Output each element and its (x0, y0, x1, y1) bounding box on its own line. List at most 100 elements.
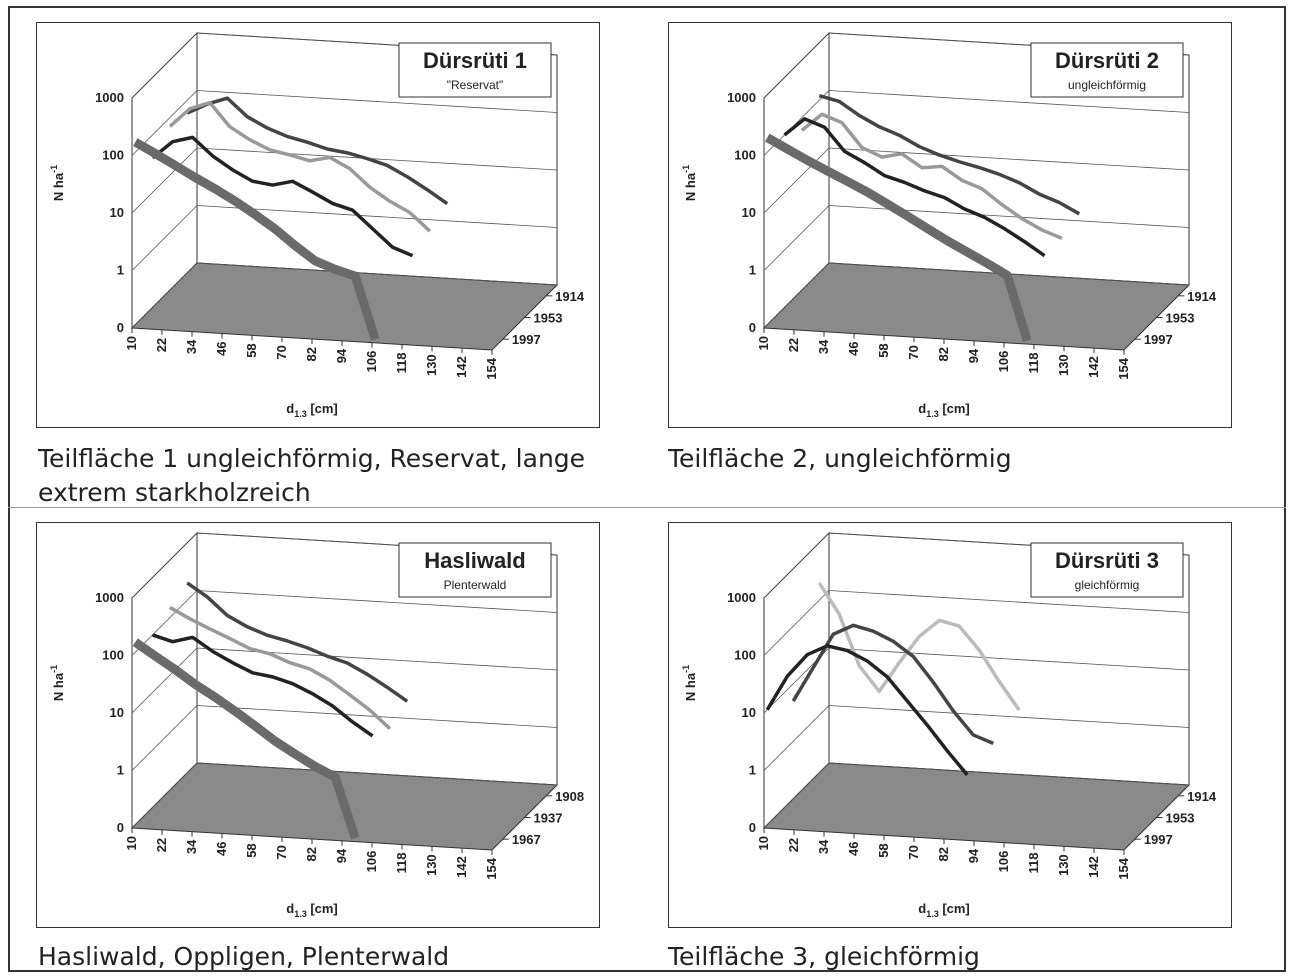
x-tick-label: 82 (936, 847, 951, 861)
x-tick-label: 46 (214, 842, 229, 856)
z-tick-label: 1937 (534, 811, 563, 826)
chart-panel: 0 1 10 100 1000 10 22 34 46 58 70 82 94 106 118 130 142 1… (36, 522, 600, 928)
chart-title: Dürsrüti 1 (423, 48, 527, 73)
z-tick-label: 1997 (1144, 832, 1173, 847)
y-axis-label: N ha-1 (49, 665, 66, 701)
grid-line (131, 647, 558, 714)
x-tick-label: 22 (786, 838, 801, 852)
grid-line (763, 590, 1190, 656)
x-label-unit: [cm] (307, 901, 338, 916)
x-tick-label: 22 (154, 838, 169, 852)
x-label-main: d (918, 901, 926, 916)
y-label-sup: -1 (681, 165, 691, 173)
x-tick-label: 10 (124, 336, 139, 350)
x-axis-label: d1.3 [cm] (286, 401, 338, 419)
grid-line (763, 147, 1190, 214)
x-label-main: d (286, 401, 294, 416)
x-tick-label: 154 (484, 357, 499, 379)
chart-subtitle: "Reservat" (447, 78, 504, 92)
x-tick-label: 106 (364, 851, 379, 873)
x-tick-label: 142 (1086, 856, 1101, 878)
grid-line (131, 90, 558, 156)
title-box (1030, 542, 1184, 598)
x-tick-label: 154 (1116, 357, 1131, 379)
caption: Teilfläche 2, ungleichförmig (668, 444, 1012, 473)
y-tick-label: 10 (742, 705, 756, 720)
x-tick-label: 34 (184, 839, 199, 854)
grid-line (131, 705, 558, 771)
x-tick-label: 118 (1026, 853, 1041, 874)
x-label-main: d (286, 901, 294, 916)
x-tick-label: 130 (424, 354, 439, 376)
x-tick-label: 70 (274, 345, 289, 359)
x-tick-label: 142 (1086, 356, 1101, 378)
chart: 0 1 10 100 1000 10 22 34 46 58 70 82 94 106 118 130 142 1… (49, 31, 585, 419)
frame (8, 6, 1286, 972)
x-tick-label: 34 (816, 339, 831, 354)
x-tick-label: 94 (334, 848, 349, 863)
x-tick-label: 22 (154, 338, 169, 352)
y-tick-label: 1 (117, 263, 124, 278)
x-label-unit: [cm] (939, 401, 970, 416)
y-axis-label: N ha-1 (49, 165, 66, 201)
chart-panel: 0 1 10 100 1000 10 22 34 46 58 70 82 94 106 118 130 142 1… (668, 522, 1232, 928)
y-tick-label: 100 (734, 648, 756, 663)
x-tick-label: 70 (274, 845, 289, 859)
series-line (168, 100, 432, 233)
grid-line (763, 262, 1190, 329)
x-label-sub: 1.3 (926, 409, 939, 419)
x-tick-label: 142 (454, 856, 469, 878)
grid-line (131, 762, 558, 829)
z-tick-label: 1953 (1166, 811, 1195, 826)
y-axis-label: N ha-1 (681, 665, 698, 701)
x-label-sub: 1.3 (294, 909, 307, 919)
x-tick-label: 82 (304, 347, 319, 361)
y-tick-label: 10 (110, 705, 124, 720)
y-tick-label: 100 (102, 148, 124, 163)
x-axis-label: d1.3 [cm] (918, 901, 970, 919)
grid-line (763, 762, 1190, 829)
y-label-sup: -1 (49, 665, 59, 673)
grid-line (131, 262, 558, 329)
x-axis-label: d1.3 [cm] (286, 901, 338, 919)
x-label-sub: 1.3 (926, 909, 939, 919)
z-tick-label: 1914 (1187, 789, 1217, 804)
y-tick-label: 10 (742, 205, 756, 220)
caption: Teilfläche 1 ungleichförmig, Reservat, l… (38, 444, 586, 507)
y-tick-label: 1 (749, 763, 756, 778)
title-box (1030, 42, 1184, 98)
x-tick-label: 34 (184, 339, 199, 354)
series-line (783, 117, 1046, 258)
y-label-main: N ha (683, 172, 698, 201)
y-label-main: N ha (51, 672, 66, 701)
chart-panel: 0 1 10 100 1000 10 22 34 46 58 70 82 94 106 118 130 142 1… (668, 22, 1232, 428)
x-tick-label: 130 (424, 854, 439, 876)
y-tick-label: 1 (749, 263, 756, 278)
x-tick-label: 154 (484, 857, 499, 879)
series-line (132, 638, 360, 840)
x-tick-label: 58 (244, 843, 259, 857)
x-tick-label: 22 (786, 338, 801, 352)
x-label-unit: [cm] (307, 401, 338, 416)
x-tick-label: 154 (1116, 857, 1131, 879)
y-label-sup: -1 (681, 665, 691, 673)
x-tick-label: 10 (756, 836, 771, 850)
series-line (186, 581, 409, 703)
title-box (398, 542, 552, 598)
chart-title: Hasliwald (424, 548, 525, 573)
x-tick-label: 70 (906, 345, 921, 359)
grid-line (131, 147, 558, 214)
divider (8, 507, 1286, 508)
y-label-main: N ha (683, 672, 698, 701)
grid-line (763, 205, 1190, 271)
series-line (800, 112, 1063, 240)
x-tick-label: 130 (1056, 854, 1071, 876)
y-tick-label: 0 (117, 820, 124, 835)
series-line (169, 605, 392, 731)
z-tick-label: 1953 (1166, 311, 1195, 326)
caption: Hasliwald, Oppligen, Plenterwald (38, 942, 450, 971)
y-tick-label: 100 (102, 648, 124, 663)
series-line (152, 633, 374, 738)
chart: 0 1 10 100 1000 10 22 34 46 58 70 82 94 106 118 130 142 1… (49, 531, 584, 919)
series-line (818, 94, 1081, 216)
